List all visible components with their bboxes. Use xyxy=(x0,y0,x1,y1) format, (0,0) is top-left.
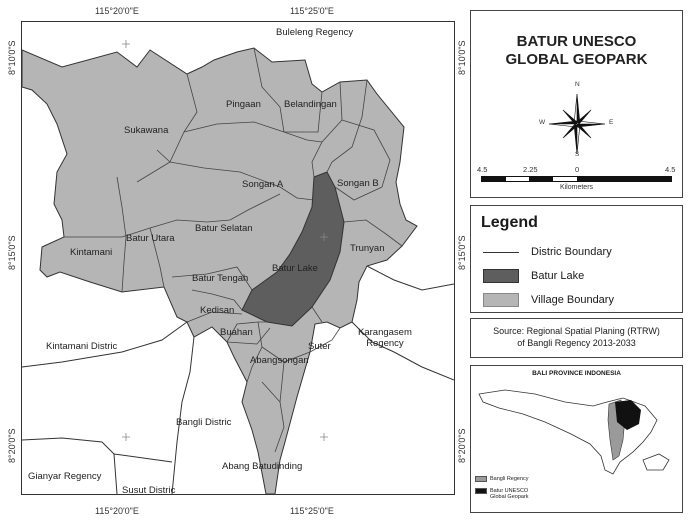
label-belandingan: Belandingan xyxy=(284,99,337,110)
legend-label-village-boundary: Village Boundary xyxy=(531,294,614,306)
legend-item-district-boundary: Distric Boundary xyxy=(483,244,612,260)
inset-legend-label-bangli: Bangli Regency xyxy=(490,476,529,482)
label-kintamani-distric: Kintamani Distric xyxy=(46,341,118,352)
geopark-area-inset xyxy=(615,400,641,430)
label-abang-batudinding: Abang Batudinding xyxy=(222,461,303,472)
source-text: Source: Regional Spatial Planing (RTRW) … xyxy=(493,326,660,348)
main-map[interactable]: Buleleng Regency Pingaan Belandingan Suk… xyxy=(21,21,455,495)
label-batur-utara: Batur Utara xyxy=(126,233,175,244)
latitude-label-right-top: 8°10'0"S xyxy=(457,40,467,75)
legend-label-district-boundary: Distric Boundary xyxy=(531,246,612,258)
legend-title: Legend xyxy=(481,214,538,231)
label-buleleng-regency: Buleleng Regency xyxy=(276,27,354,38)
scale-label-0: 4.5 xyxy=(477,165,488,174)
latitude-label-left-top: 8°10'0"S xyxy=(7,40,17,75)
inset-map-panel: BALI PROVINCE INDONESIA Bangli Regency B… xyxy=(470,365,683,513)
label-abangsongan: Abangsongan xyxy=(250,355,309,366)
latitude-label-right-mid: 8°15'0"S xyxy=(457,235,467,270)
longitude-label-top-right: 115°25'0"E xyxy=(290,6,334,16)
inset-title: BALI PROVINCE INDONESIA xyxy=(532,370,621,377)
bangli-swatch-icon xyxy=(475,476,487,482)
label-kedisan: Kedisan xyxy=(200,305,235,316)
latitude-label-right-bottom: 8°20'0"S xyxy=(457,428,467,463)
compass-east-label: E xyxy=(609,119,614,126)
village-swatch-icon xyxy=(483,293,519,307)
label-buahan: Buahan xyxy=(220,327,253,338)
district-boundaries xyxy=(22,265,454,494)
label-trunyan: Trunyan xyxy=(350,243,385,254)
latitude-label-left-bottom: 8°20'0"S xyxy=(7,428,17,463)
line-symbol-icon xyxy=(483,251,519,253)
label-batur-tengah: Batur Tengah xyxy=(192,273,249,284)
label-susut-distric: Susut Distric xyxy=(122,485,176,495)
inset-legend-bangli: Bangli Regency xyxy=(475,476,529,482)
scale-unit-label: Kilometers xyxy=(559,184,594,191)
compass-west-label: W xyxy=(539,119,546,126)
batur-lake xyxy=(241,171,345,327)
nusa-penida-island xyxy=(642,453,670,471)
longitude-label-top-left: 115°20'0"E xyxy=(95,6,139,16)
graticule-crosses xyxy=(122,40,328,441)
compass-rose-icon xyxy=(548,93,606,155)
legend-item-batur-lake: Batur Lake xyxy=(483,268,584,284)
lake-swatch-icon xyxy=(483,269,519,283)
map-title: BATUR UNESCO GLOBAL GEOPARK xyxy=(505,33,648,68)
longitude-label-bottom-left: 115°20'0"E xyxy=(95,506,139,516)
inset-legend-geopark: Batur UNESCO Global Geopark xyxy=(475,488,529,500)
geopark-swatch-icon xyxy=(475,488,487,494)
label-songan-b: Songan B xyxy=(337,178,379,189)
label-batur-lake: Batur Lake xyxy=(272,263,318,274)
scale-bar xyxy=(481,176,672,182)
scale-label-3: 4.5 xyxy=(665,165,676,174)
title-panel: BATUR UNESCO GLOBAL GEOPARK N S W E 4.5 … xyxy=(470,10,683,198)
source-panel: Source: Regional Spatial Planing (RTRW) … xyxy=(470,318,683,358)
label-suter: Suter xyxy=(308,341,331,352)
label-gianyar-regency: Gianyar Regency xyxy=(28,471,102,482)
longitude-label-bottom-right: 115°25'0"E xyxy=(290,506,334,516)
inset-legend-label-geopark: Batur UNESCO Global Geopark xyxy=(490,488,529,500)
latitude-label-left-mid: 8°15'0"S xyxy=(7,235,17,270)
legend-panel: Legend Distric Boundary Batur Lake Villa… xyxy=(470,205,683,313)
legend-label-batur-lake: Batur Lake xyxy=(531,270,585,282)
map-canvas xyxy=(22,40,454,494)
compass-north-label: N xyxy=(575,81,580,88)
label-sukawana: Sukawana xyxy=(124,125,169,136)
label-pingaan: Pingaan xyxy=(226,99,261,110)
village-boundaries xyxy=(64,47,403,453)
compass-south-label: S xyxy=(575,151,580,158)
label-bangli-distric: Bangli Distric xyxy=(176,417,232,428)
scale-label-1: 2.25 xyxy=(523,165,538,174)
scale-label-2: 0 xyxy=(575,165,580,174)
bali-inset-map xyxy=(478,389,670,475)
label-kintamani: Kintamani xyxy=(70,247,113,258)
label-batur-selatan: Batur Selatan xyxy=(195,223,253,234)
label-karangasem-regency: Karangasem Regency xyxy=(358,327,412,349)
label-songan-a: Songan A xyxy=(242,179,284,190)
legend-item-village-boundary: Village Boundary xyxy=(483,292,614,308)
